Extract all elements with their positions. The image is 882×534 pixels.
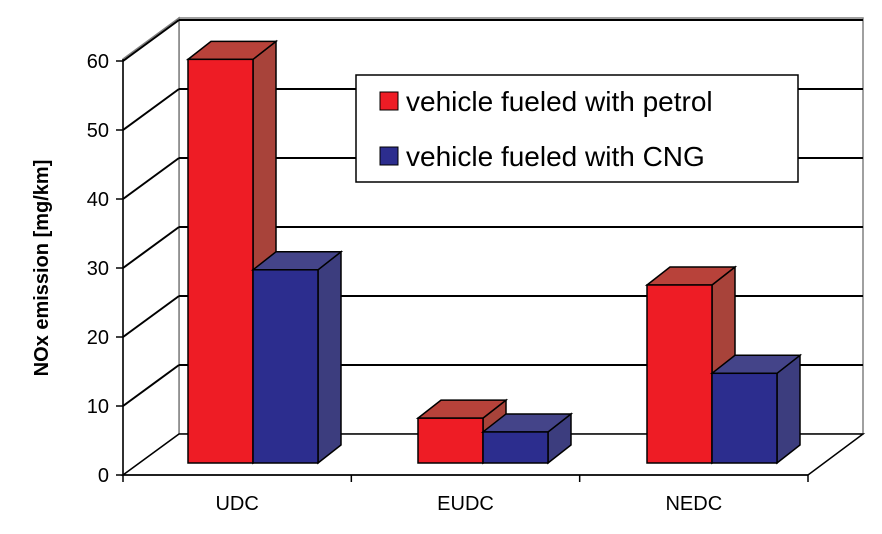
gridline-side xyxy=(122,88,180,131)
y-axis-label: NOx emission [mg/km] xyxy=(31,160,53,377)
gridline-side xyxy=(122,226,180,269)
x-tick-labels: UDC EUDC NEDC xyxy=(215,493,722,515)
x-tick-label: NEDC xyxy=(665,493,722,515)
bar-front xyxy=(187,58,254,464)
legend-label-cng: vehicle fueled with CNG xyxy=(406,141,705,172)
bar-side xyxy=(317,250,342,465)
x-tick-label: UDC xyxy=(215,493,258,515)
y-tick-label: 0 xyxy=(98,465,109,487)
y-tick-label: 60 xyxy=(87,51,109,73)
y-tick-label: 50 xyxy=(87,120,109,142)
y-tick-label: 10 xyxy=(87,396,109,418)
gridline-side xyxy=(122,295,180,338)
y-tick-labels: 0 10 20 30 40 50 60 xyxy=(87,51,109,487)
y-tick-label: 30 xyxy=(87,258,109,280)
y-tick-label: 40 xyxy=(87,189,109,211)
bar xyxy=(250,250,344,465)
legend-box xyxy=(355,74,799,183)
bar xyxy=(480,412,574,465)
bar-front xyxy=(252,269,319,464)
axes xyxy=(116,59,809,482)
bars xyxy=(185,39,803,465)
bar-front xyxy=(711,372,778,464)
legend: vehicle fueled with petrol vehicle fuele… xyxy=(355,74,799,183)
bar xyxy=(709,353,803,465)
bar-front xyxy=(482,431,549,464)
legend-label-petrol: vehicle fueled with petrol xyxy=(406,86,713,117)
x-tick-label: EUDC xyxy=(437,493,494,515)
legend-swatch-petrol xyxy=(379,91,399,111)
legend-swatch-cng xyxy=(379,146,399,166)
gridline-side xyxy=(122,157,180,200)
gridline-side xyxy=(122,19,180,62)
gridline-side xyxy=(122,364,180,407)
y-tick-label: 20 xyxy=(87,327,109,349)
bar-front xyxy=(417,417,484,464)
bar xyxy=(185,39,279,465)
bar-front xyxy=(646,284,713,464)
